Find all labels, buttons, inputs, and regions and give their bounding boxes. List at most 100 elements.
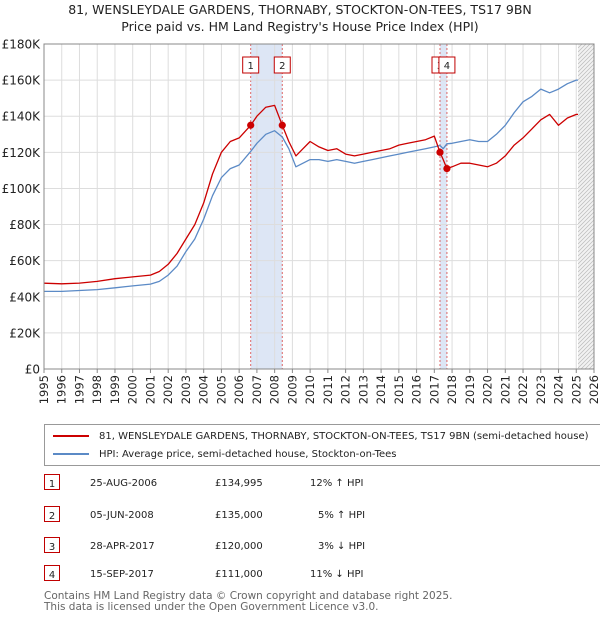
x-tick-label: 2023	[534, 375, 548, 404]
sale-marker	[436, 148, 444, 156]
legend-swatch-hpi	[53, 453, 89, 455]
projection-hatch	[578, 351, 595, 369]
transaction-badge: 3	[44, 537, 60, 553]
sale-label: 4	[438, 56, 456, 74]
y-tick-label: £40K	[9, 290, 41, 304]
projection-hatch	[578, 195, 595, 213]
projection-hatch	[578, 215, 595, 233]
projection-hatch	[578, 91, 595, 109]
sale-label-text: 2	[279, 61, 285, 72]
projection-hatch	[578, 75, 595, 93]
legend-item-hpi: HPI: Average price, semi-detached house,…	[53, 446, 397, 462]
sale-label: 1	[242, 56, 260, 74]
legend-label-hpi: HPI: Average price, semi-detached house,…	[99, 448, 397, 460]
sale-marker	[443, 164, 451, 173]
projection-hatch	[578, 71, 595, 89]
plot-area	[44, 44, 594, 369]
projection-hatch	[578, 307, 595, 325]
sale-label-text: 1	[248, 61, 254, 72]
projection-hatch	[578, 319, 595, 337]
projection-hatch	[578, 219, 595, 237]
transaction-price: £135,000	[215, 510, 263, 521]
x-tick-label: 2022	[516, 375, 530, 404]
projection-hatch	[578, 147, 595, 165]
projection-hatch	[578, 95, 595, 113]
x-tick-label: 2005	[214, 375, 228, 404]
projection-hatch	[578, 227, 595, 245]
y-tick-label: £180K	[2, 38, 42, 52]
projection-hatch	[578, 343, 595, 361]
projection-hatch	[580, 355, 595, 369]
x-tick-label: 2014	[374, 375, 388, 404]
projection-hatch	[578, 44, 591, 57]
projection-hatch	[578, 63, 595, 81]
x-tick-label: 2002	[161, 375, 175, 404]
legend-item-property: 81, WENSLEYDALE GARDENS, THORNABY, STOCK…	[53, 428, 589, 444]
projection-hatch	[578, 203, 595, 221]
y-tick-label: £160K	[2, 74, 42, 88]
chart-subtitle: Price paid vs. HM Land Registry's House …	[121, 19, 479, 34]
sale-label: 2	[273, 56, 291, 74]
projection-hatch	[578, 275, 595, 293]
x-tick-label: 1999	[108, 375, 122, 404]
projection-hatch	[578, 235, 595, 253]
projection-hatch	[578, 151, 595, 169]
projection-hatch	[578, 327, 595, 345]
sale-label-text: 4	[444, 61, 450, 72]
transaction-badge: 1	[44, 474, 60, 490]
x-tick-label: 2021	[498, 375, 512, 404]
y-tick-label: £20K	[9, 326, 41, 340]
x-tick-label: 2006	[232, 375, 246, 404]
projection-hatch	[578, 171, 595, 189]
sale-period-shade	[250, 44, 283, 369]
projection-hatch	[578, 44, 583, 49]
x-tick-label: 2013	[356, 375, 370, 404]
x-tick-label: 2016	[410, 375, 424, 404]
projection-hatch	[578, 111, 595, 129]
projection-hatch	[578, 223, 595, 241]
projection-hatch	[578, 119, 595, 137]
x-tick-label: 2003	[179, 375, 193, 404]
x-tick-label: 2008	[268, 375, 282, 404]
transaction-date: 25-AUG-2006	[90, 478, 158, 489]
projection-hatch	[578, 107, 595, 125]
projection-hatch	[578, 283, 595, 301]
x-tick-label: 2004	[197, 375, 211, 404]
projection-hatch	[578, 239, 595, 257]
projection-hatch	[578, 44, 595, 61]
projection-hatch	[578, 167, 595, 185]
transaction-price: £111,000	[215, 569, 263, 580]
footer-copyright: Contains HM Land Registry data © Crown c…	[44, 590, 453, 602]
projection-hatch	[578, 207, 595, 225]
x-tick-label: 1997	[72, 375, 86, 404]
legend: 81, WENSLEYDALE GARDENS, THORNABY, STOCK…	[44, 424, 600, 466]
y-tick-label: £60K	[9, 254, 41, 268]
projection-hatch	[578, 103, 595, 121]
legend-swatch-property	[53, 435, 89, 437]
projection-hatch	[578, 271, 595, 289]
projection-hatch	[578, 299, 595, 317]
footer-license: This data is licensed under the Open Gov…	[44, 601, 379, 613]
projection-hatch	[578, 67, 595, 85]
x-tick-label: 2026	[587, 375, 600, 404]
chart-title: 81, WENSLEYDALE GARDENS, THORNABY, STOCK…	[68, 2, 532, 17]
projection-hatch	[578, 44, 579, 45]
projection-hatch	[578, 287, 595, 305]
projection-hatch	[578, 175, 595, 193]
hpi-line	[44, 79, 578, 293]
projection-hatch	[578, 191, 595, 209]
x-tick-label: 2015	[392, 375, 406, 404]
transaction-price: £120,000	[215, 541, 263, 552]
projection-hatch	[578, 243, 595, 261]
transaction-badge: 4	[44, 565, 60, 581]
sale-label-box	[438, 56, 456, 74]
transaction-badge: 2	[44, 506, 60, 522]
transaction-date: 15-SEP-2017	[90, 569, 154, 580]
x-tick-label: 2009	[285, 375, 299, 404]
projection-hatch	[578, 79, 595, 97]
projection-hatch	[578, 251, 595, 269]
x-tick-label: 2011	[321, 375, 335, 404]
transaction-date: 28-APR-2017	[90, 541, 155, 552]
transaction-row: 2 05-JUN-2008 £135,000 5% ↑ HPI	[0, 506, 600, 526]
projection-hatch	[578, 323, 595, 341]
